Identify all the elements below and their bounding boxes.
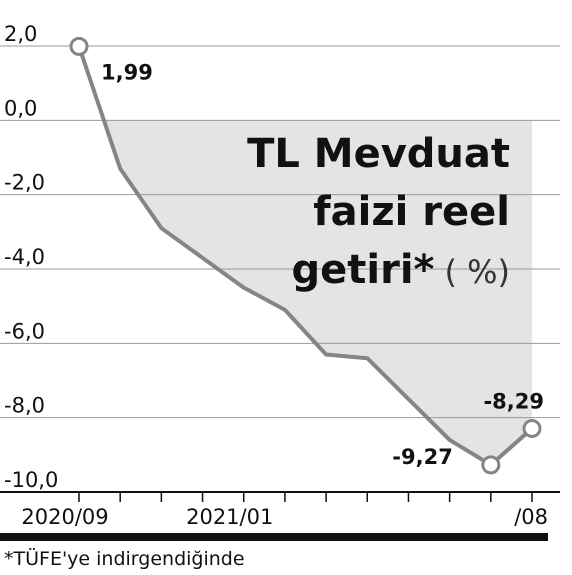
line bbox=[77, 45, 534, 467]
value-label: 1,99 bbox=[101, 60, 153, 84]
x-tick-label: /08 bbox=[514, 505, 548, 529]
marker bbox=[69, 36, 89, 56]
y-tick-label: -2,0 bbox=[4, 171, 45, 195]
line-group: 1,99 -9,27 -8,29 2020/09 2021/01/08 bbox=[0, 36, 560, 529]
footnote: *TÜFE'ye indirgendiğinde bbox=[4, 547, 245, 570]
title-line: TL Mevduat bbox=[247, 131, 510, 177]
unit: ( %) bbox=[444, 253, 510, 291]
title-line: getiri*( %) bbox=[292, 247, 511, 293]
area-group bbox=[79, 120, 532, 465]
y-tick-label: -8,0 bbox=[4, 394, 45, 418]
title-line: getiri* bbox=[292, 247, 435, 293]
x-tick-label: 2020/09 bbox=[21, 505, 108, 529]
y-tick-label: -6,0 bbox=[4, 319, 45, 343]
value-label: -8,29 bbox=[483, 389, 544, 413]
y-tick-label: 0,0 bbox=[4, 96, 37, 120]
area bbox=[79, 120, 532, 465]
title-line: faizi reel bbox=[313, 189, 510, 235]
y-tick-label: 2,0 bbox=[4, 22, 37, 46]
marker bbox=[481, 455, 501, 475]
marker bbox=[522, 418, 542, 438]
grid-group: -10,0 -8,0 -6,0 -4,0 -2,0 0,0 2,0 bbox=[0, 22, 560, 493]
value-label: -9,27 bbox=[392, 445, 453, 469]
y-tick-label: -4,0 bbox=[4, 245, 45, 269]
y-tick-label: -10,0 bbox=[4, 468, 58, 492]
bottom-bar bbox=[0, 533, 548, 541]
x-tick-label: 2021/01 bbox=[186, 505, 273, 529]
